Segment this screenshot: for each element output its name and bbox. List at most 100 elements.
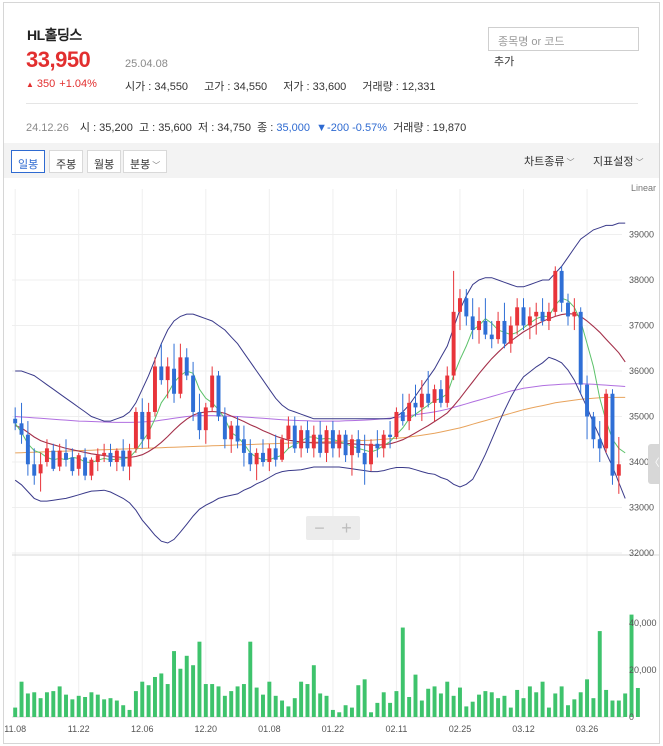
candle-body: [133, 411, 138, 449]
date-tick-label: 02.11: [385, 724, 407, 734]
volume-tick-label: 40,000: [629, 618, 657, 628]
indicator-settings-dropdown[interactable]: 지표설정 ﹀: [593, 153, 643, 169]
candle-body: [508, 325, 513, 344]
candle-body: [127, 450, 132, 467]
candle-body: [591, 416, 596, 440]
volume-bar: [489, 692, 494, 717]
chart-type-dropdown[interactable]: 차트종류 ﹀: [524, 153, 574, 169]
hover-high: 고 : 35,600: [138, 122, 192, 134]
volume-bar: [540, 681, 545, 717]
candle-body: [241, 439, 246, 453]
candle-body: [197, 411, 202, 431]
zoom-in-button[interactable]: +: [341, 518, 352, 538]
volume-bar: [57, 686, 62, 717]
candle-body: [83, 457, 88, 476]
chevron-down-icon: ﹀: [152, 161, 161, 170]
candle-body: [261, 452, 265, 462]
candle-body: [477, 320, 482, 331]
zoom-control: − +: [306, 516, 360, 540]
candle-body: [191, 375, 196, 412]
candle-body: [140, 411, 145, 440]
candle-body: [521, 307, 526, 326]
side-panel-toggle[interactable]: 〈: [648, 444, 659, 484]
candle-body: [362, 452, 367, 465]
daily-ohlc-summary: 시가 : 34,550 고가 : 34,550 저가 : 33,600 거래량 …: [125, 78, 449, 94]
volume-bar: [629, 614, 634, 717]
volume-bar: [64, 694, 68, 717]
candle-body: [324, 430, 329, 453]
volume-bar: [44, 692, 49, 717]
volume-bar: [343, 705, 348, 717]
candle-body: [394, 411, 399, 437]
volume-bar: [521, 698, 526, 717]
header-divider: [26, 103, 638, 104]
tab-monthly[interactable]: 월봉: [87, 150, 122, 173]
candle-body: [572, 311, 577, 317]
change-percent: +1.04%: [59, 78, 97, 90]
volume-bar: [566, 705, 570, 717]
volume-bar: [432, 686, 437, 717]
hover-open: 시 : 35,200: [79, 122, 133, 134]
volume-bar: [89, 692, 94, 717]
volume-bar: [578, 692, 583, 717]
add-stock-button[interactable]: 추가: [494, 56, 515, 68]
volume-bar: [38, 698, 43, 717]
candle-body: [64, 452, 68, 460]
volume-bar: [32, 692, 37, 717]
price-chart[interactable]: Linear 32000 33000 34000 35000 36000 37000 3800…: [4, 181, 660, 743]
candle-body: [527, 316, 532, 326]
candle-body: [210, 375, 215, 408]
candle-body: [254, 452, 259, 465]
volume-bar: [70, 699, 75, 717]
volume-bar: [191, 665, 196, 717]
volume-bar: [426, 688, 431, 717]
candle-body: [502, 320, 507, 344]
volume-bar: [197, 641, 202, 717]
up-arrow-icon: ▲: [26, 80, 34, 89]
volume-bar: [222, 695, 227, 717]
volume-bar: [330, 709, 335, 717]
candle-body: [483, 320, 488, 335]
volume-bar: [559, 686, 564, 717]
date-tick-label: 12.20: [195, 724, 218, 734]
volume-bar: [311, 665, 316, 717]
zoom-out-button[interactable]: −: [314, 518, 325, 538]
volume-bar: [121, 705, 126, 717]
chevron-down-icon: ﹀: [635, 158, 644, 167]
candle-body: [44, 448, 49, 462]
volume-bar: [114, 700, 119, 717]
candle-body: [216, 375, 221, 417]
volume-bar: [292, 698, 297, 717]
volume-bar: [413, 674, 418, 717]
volume-bar: [248, 641, 253, 717]
volume-bar: [388, 702, 393, 717]
candle-body: [51, 450, 56, 469]
volume-bar: [477, 694, 482, 717]
candle-body: [13, 418, 18, 424]
date-tick-label: 03.26: [576, 724, 599, 734]
volume-bar: [203, 684, 208, 717]
volume-bar: [470, 701, 475, 717]
date-tick-label: 11.08: [4, 724, 26, 734]
volume-bar: [102, 699, 107, 717]
volume-bar: [546, 707, 551, 717]
volume-bar: [375, 702, 380, 717]
volume-bar: [25, 693, 30, 717]
volume-bar: [318, 693, 323, 717]
current-price: 33,950: [26, 47, 91, 72]
tab-minute[interactable]: 분봉 ﹀: [123, 150, 168, 173]
volume-bar: [254, 687, 259, 717]
candle-body: [235, 425, 240, 442]
volume-bar: [419, 700, 424, 717]
candle-body: [165, 366, 170, 381]
candle-body: [610, 393, 615, 476]
hover-close: 35,000: [276, 122, 311, 134]
tab-daily[interactable]: 일봉: [11, 150, 46, 173]
candle-body: [38, 464, 43, 474]
stock-search-input[interactable]: 종목명 or 코드: [488, 27, 639, 51]
volume-bar: [597, 631, 602, 717]
candle-body: [546, 311, 551, 321]
date-tick-label: 01.22: [322, 724, 345, 734]
volume-bar: [438, 693, 443, 717]
tab-weekly[interactable]: 주봉: [49, 150, 84, 173]
